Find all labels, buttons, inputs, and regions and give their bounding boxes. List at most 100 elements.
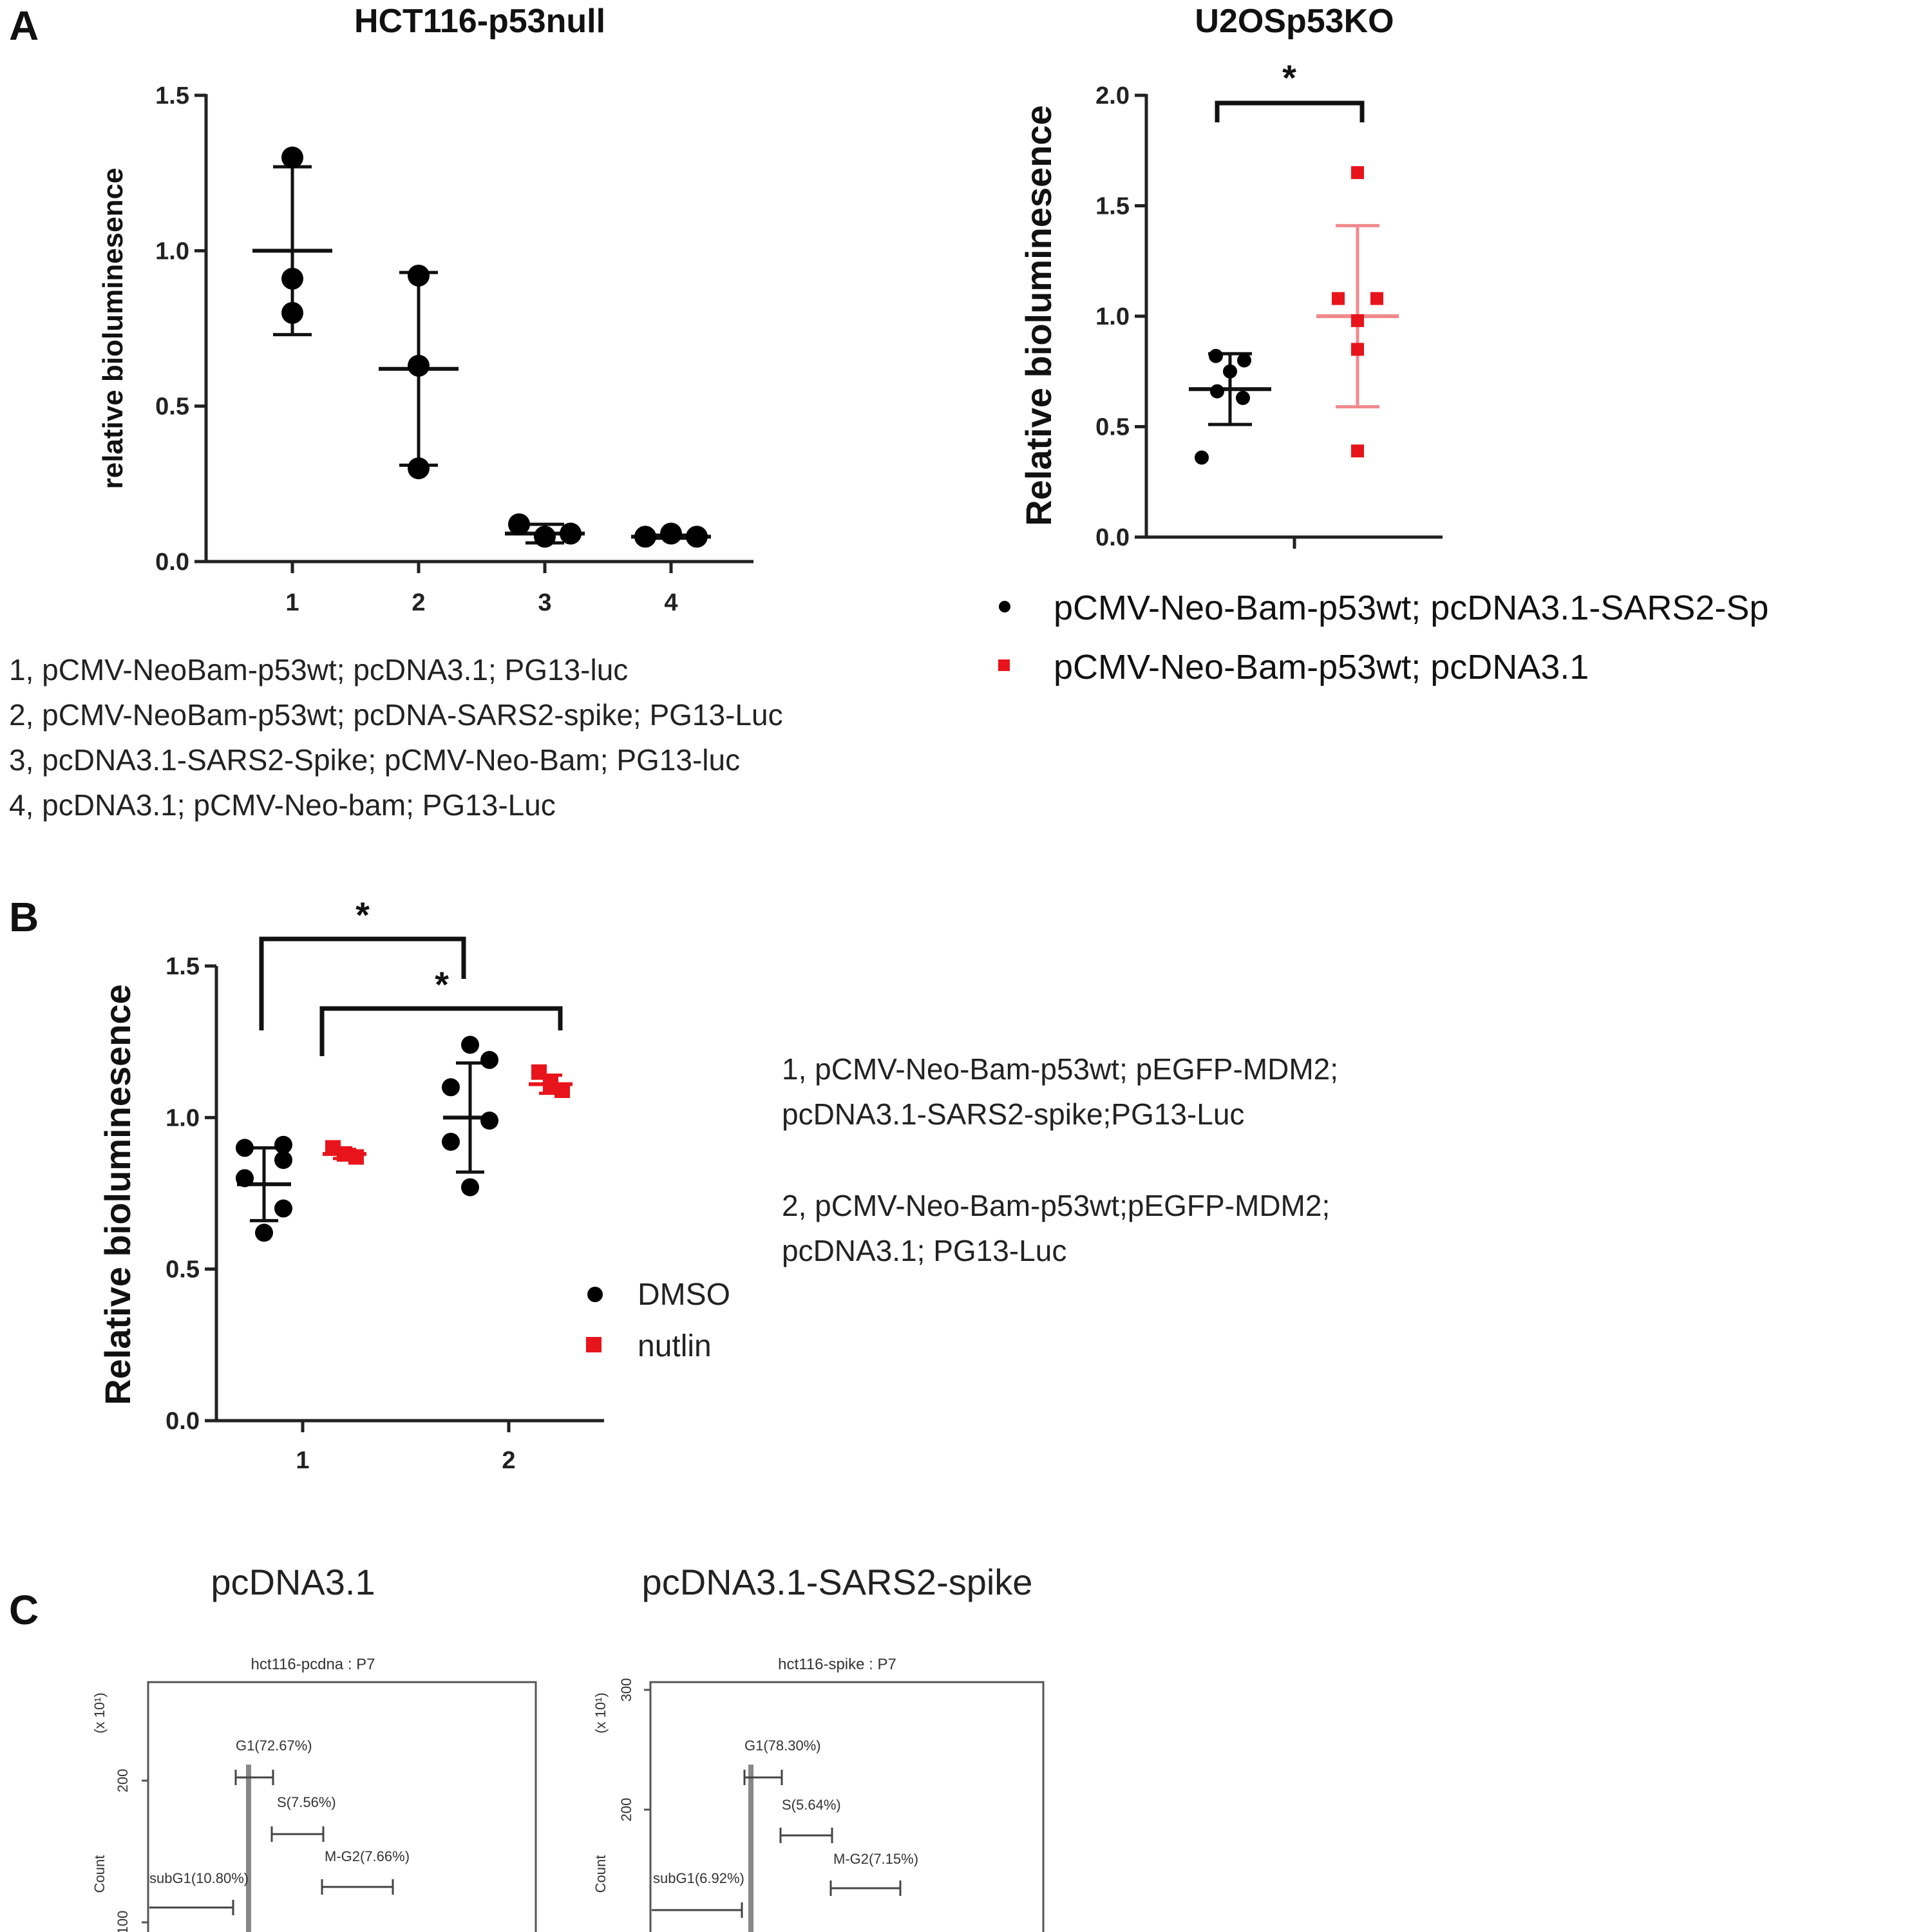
chart-a1-note-1: 1, pCMV-NeoBam-p53wt; pcDNA3.1; PG13-luc: [9, 653, 628, 687]
chart-a2-y-tick-label: 0.0: [1095, 524, 1130, 551]
chart-c1-title: pcDNA3.1: [211, 1562, 375, 1602]
chart-c1-plot-title: hct116-pcdna : P7: [251, 1656, 375, 1673]
chart-b-note-1a: 1, pCMV-Neo-Bam-p53wt; pEGFP-MDM2;: [782, 1052, 1338, 1086]
chart-c1: hct116-pcdna : P7 (x 10¹) Count 200 100 …: [91, 1656, 537, 1932]
chart-a1-y-ticks: 0.0 0.5 1.0 1.5: [155, 82, 206, 576]
chart-a1-point: [281, 267, 303, 290]
panel-letter-b: B: [9, 894, 39, 940]
chart-c1-gate-mg2: [321, 1879, 394, 1895]
chart-a2-marks: [1189, 166, 1399, 465]
chart-c1-g1-peak: [246, 1765, 251, 1932]
chart-a2-legend: pCMV-Neo-Bam-p53wt; pcDNA3.1-SARS2-Sp pC…: [998, 589, 1768, 687]
chart-a2-point: [1351, 444, 1364, 458]
chart-b-point-DMSO: [442, 1132, 460, 1151]
chart-a2-point: [1210, 384, 1224, 399]
chart-a2-point: [1351, 343, 1364, 356]
chart-a1-point: [560, 522, 582, 545]
chart-a2-legend-marker-red: [998, 659, 1010, 671]
chart-a2-point: [1370, 292, 1383, 305]
chart-a1-y-tick-label: 0.0: [155, 549, 189, 576]
chart-b-x-tick-label: 2: [502, 1447, 515, 1474]
chart-c1-gate-subg1-label: subG1(10.80%): [149, 1870, 249, 1886]
chart-b-legend-label-nutlin: nutlin: [638, 1329, 712, 1363]
chart-c1-y-tick-200: 200: [115, 1769, 131, 1793]
chart-c2-y-tick-300: 300: [618, 1678, 634, 1702]
panel-letter-a: A: [9, 3, 39, 49]
chart-a1-title: HCT116-p53null: [354, 3, 605, 40]
chart-b-point-DMSO: [236, 1169, 254, 1188]
chart-c1-gate-subg1: [149, 1900, 234, 1915]
chart-a1-point: [634, 526, 656, 548]
chart-a2-point: [1237, 353, 1251, 368]
chart-b-y-tick-label: 1.0: [166, 1104, 200, 1132]
chart-a2-title: U2OSp53KO: [1195, 3, 1394, 40]
chart-c1-y-label: Count: [91, 1855, 108, 1893]
chart-a2-point: [1332, 292, 1345, 305]
chart-a2-point: [1351, 314, 1364, 327]
chart-a1-x-tick-label: 2: [412, 589, 425, 616]
chart-b-point-DMSO: [480, 1050, 498, 1069]
chart-a2-point: [1223, 364, 1237, 379]
chart-a1-point: [408, 264, 430, 287]
chart-a1-note-4: 4, pcDNA3.1; pCMV-Neo-bam; PG13-Luc: [9, 788, 556, 822]
chart-a2-point: [1209, 348, 1223, 363]
chart-a1-x-tick-label: 4: [664, 589, 677, 616]
chart-b-point-DMSO: [480, 1112, 498, 1130]
chart-c2-gate-s-label: S(5.64%): [782, 1797, 841, 1813]
chart-b-marks: [236, 1036, 573, 1242]
chart-c2-g1-peak: [748, 1765, 753, 1932]
chart-b-y-tick-label: 0.5: [166, 1256, 200, 1283]
chart-c2-gate-g1: [743, 1770, 783, 1785]
chart-a1-note-2: 2, pCMV-NeoBam-p53wt; pcDNA-SARS2-spike;…: [9, 698, 783, 732]
chart-c2-title: pcDNA3.1-SARS2-spike: [642, 1562, 1033, 1602]
chart-a2-sig-bracket: [1215, 100, 1365, 122]
chart-b-point-DMSO: [236, 1139, 254, 1157]
chart-c2-gate-subg1: [652, 1902, 743, 1918]
chart-a2-y-tick-label: 2.0: [1095, 82, 1130, 109]
chart-b-x-tick-label: 1: [296, 1447, 309, 1474]
chart-a2-y-label: Relative bioluminesence: [1018, 105, 1059, 526]
chart-b-y-ticks: 0.0 0.5 1.0 1.5: [166, 953, 216, 1435]
chart-b-legend: DMSO nutlin: [586, 1278, 730, 1363]
chart-b-legend-label-dmso: DMSO: [638, 1278, 730, 1312]
chart-a1-y-tick-label: 1.5: [155, 82, 189, 109]
chart-c2-plot-title: hct116-spike : P7: [778, 1656, 896, 1673]
chart-a1-note-3: 3, pcDNA3.1-SARS2-Spike; pCMV-Neo-Bam; P…: [9, 743, 740, 777]
chart-b-sig-star-2: *: [435, 964, 449, 1005]
chart-b-sig-bracket-1: [259, 936, 466, 1030]
chart-b-point-DMSO: [442, 1078, 460, 1097]
chart-a1-point: [686, 526, 708, 548]
chart-b-notes: 1, pCMV-Neo-Bam-p53wt; pEGFP-MDM2; pcDNA…: [782, 1052, 1338, 1267]
chart-c1-gate-s: [270, 1826, 325, 1842]
chart-c2-y-label: Count: [592, 1855, 609, 1893]
chart-b-legend-marker-nutlin: [586, 1337, 601, 1352]
chart-c1-gate-g1-label: G1(72.67%): [236, 1738, 312, 1754]
chart-a2-point: [1351, 166, 1364, 180]
chart-a1-x-ticks: 1 2 3 4: [285, 562, 678, 616]
chart-b-point-DMSO: [255, 1224, 273, 1242]
chart-a1-point: [408, 354, 430, 377]
chart-b-point-DMSO: [461, 1036, 479, 1054]
chart-b-note-1b: pcDNA3.1-SARS2-spike;PG13-Luc: [782, 1097, 1244, 1131]
chart-c2-frame: [649, 1681, 1045, 1932]
chart-a1-x-tick-label: 1: [285, 589, 299, 616]
chart-a2-y-tick-label: 1.5: [1095, 193, 1130, 220]
chart-b-point-DMSO: [274, 1199, 292, 1218]
chart-a2-point: [1236, 390, 1250, 405]
chart-b-point-DMSO: [274, 1151, 292, 1170]
chart-b-y-tick-label: 1.5: [166, 953, 200, 980]
chart-a1-point: [508, 513, 530, 536]
chart-c2-y-unit: (x 10¹): [592, 1692, 609, 1734]
chart-c1-gate-s-label: S(7.56%): [277, 1794, 336, 1810]
chart-a1: relative bioluminesence 0.0 0.5 1.0 1.5 1 2 3…: [97, 82, 753, 616]
chart-a2-y-tick-label: 1.0: [1095, 303, 1130, 330]
chart-c2-gate-subg1-label: subG1(6.92%): [653, 1870, 744, 1886]
chart-c2-gate-mg2: [829, 1880, 902, 1896]
chart-c1-y-tick-100: 100: [115, 1911, 131, 1932]
chart-b-y-tick-label: 0.0: [166, 1408, 200, 1435]
chart-a2-y-ticks: 0.0 0.5 1.0 1.5 2.0: [1095, 82, 1146, 551]
chart-c1-gate-g1: [234, 1770, 274, 1785]
chart-b-point-DMSO: [461, 1178, 479, 1197]
